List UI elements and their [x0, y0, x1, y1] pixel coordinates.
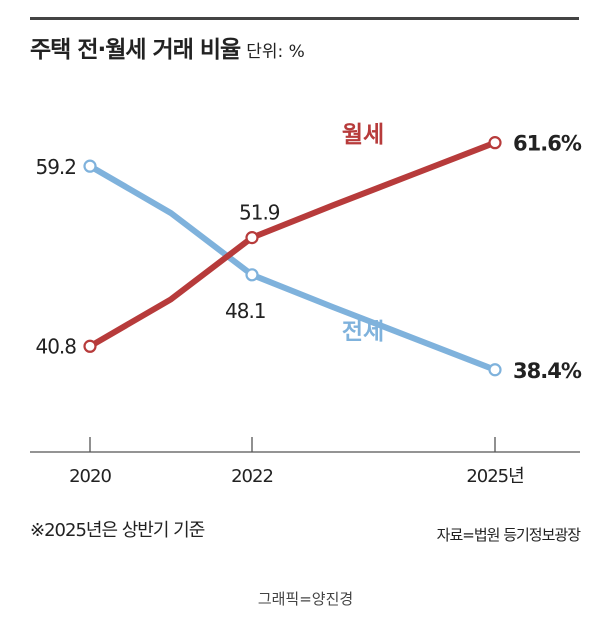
data-label: 59.2	[35, 155, 76, 179]
x-tick-label: 2022	[231, 466, 273, 487]
footnote: ※2025년은 상반기 기준	[30, 520, 205, 541]
data-point	[245, 268, 259, 282]
data-label: 48.1	[225, 299, 266, 323]
top-rule	[30, 17, 579, 20]
unit-label: 단위: %	[246, 42, 305, 62]
data-point	[245, 231, 259, 245]
series-name-jeonse: 전세	[342, 319, 384, 345]
x-tick-label: 2020	[69, 466, 111, 487]
x-axis-ticks: 2020 2022 2025년	[69, 437, 525, 487]
series-name-wolse: 월세	[342, 122, 384, 148]
data-point	[488, 136, 502, 150]
data-point	[83, 339, 97, 353]
data-label: 51.9	[239, 201, 280, 225]
x-tick-label: 2025년	[466, 466, 523, 487]
series-line-wolse	[87, 139, 498, 350]
chart-title: 주택 전·월세 거래 비율	[30, 37, 241, 63]
series-lines	[87, 139, 498, 373]
data-point	[83, 159, 97, 173]
data-point	[488, 363, 502, 377]
data-label: 38.4%	[513, 359, 582, 383]
source-label: 자료=법원 등기정보광장	[436, 526, 581, 544]
series-line-jeonse	[87, 163, 498, 373]
data-points	[83, 136, 502, 377]
graphic-credit: 그래픽=양진경	[257, 590, 354, 608]
data-label: 61.6%	[513, 132, 582, 156]
chart-title-block: 주택 전·월세 거래 비율 단위: %	[30, 30, 305, 64]
data-label: 40.8	[35, 334, 76, 358]
